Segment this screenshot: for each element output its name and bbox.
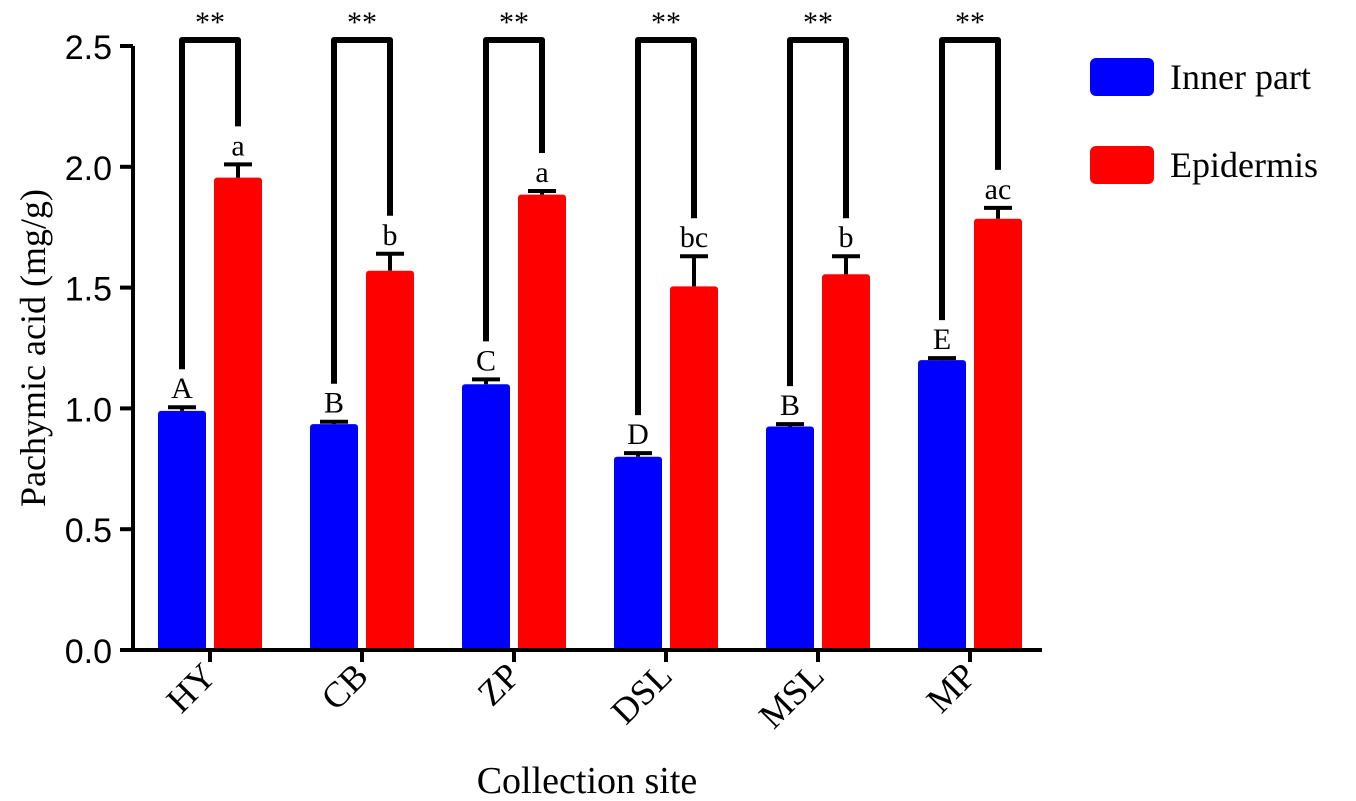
significance-letter: B bbox=[780, 389, 800, 422]
bar-inner-part bbox=[462, 384, 510, 650]
significance-letter: a bbox=[535, 156, 548, 189]
x-ticks: HY CB ZP DSL MSL MP bbox=[159, 650, 984, 736]
significance-stars: ** bbox=[955, 6, 985, 39]
y-tick-label: 0.0 bbox=[65, 633, 112, 671]
bar-inner-part bbox=[614, 456, 662, 650]
annotations: Aa ** Bb ** Ca ** Dbc ** Bb ** Eac ** bbox=[168, 6, 1012, 457]
significance-bracket bbox=[483, 37, 545, 342]
significance-letter: ac bbox=[985, 173, 1012, 206]
significance-letter: A bbox=[171, 372, 193, 405]
x-tick-label: MSL bbox=[751, 655, 832, 736]
y-tick-label: 1.0 bbox=[65, 391, 112, 429]
x-tick-label: HY bbox=[159, 655, 224, 720]
legend-label: Epidermis bbox=[1170, 145, 1318, 185]
y-tick-label: 2.5 bbox=[65, 29, 112, 67]
legend-swatch bbox=[1090, 58, 1154, 96]
x-axis-label: Collection site bbox=[477, 760, 698, 801]
significance-letter: b bbox=[839, 221, 854, 254]
significance-bracket bbox=[331, 37, 393, 384]
x-tick-label: DSL bbox=[603, 655, 679, 731]
legend-label: Inner part bbox=[1170, 57, 1311, 97]
significance-stars: ** bbox=[803, 6, 833, 39]
significance-bracket bbox=[179, 37, 241, 370]
bar-inner-part bbox=[766, 426, 814, 650]
bar-epidermis bbox=[670, 286, 718, 650]
x-tick-label: MP bbox=[919, 655, 984, 720]
significance-bracket bbox=[939, 37, 1001, 321]
bar-inner-part bbox=[918, 360, 966, 650]
bar-inner-part bbox=[158, 410, 206, 650]
significance-letter: C bbox=[476, 344, 496, 377]
significance-letter: a bbox=[231, 129, 244, 162]
y-tick-label: 2.0 bbox=[65, 150, 112, 188]
significance-stars: ** bbox=[499, 6, 529, 39]
bar-epidermis bbox=[822, 274, 870, 650]
y-tick-label: 0.5 bbox=[65, 512, 112, 550]
y-tick-label: 1.5 bbox=[65, 271, 112, 309]
significance-letter: b bbox=[383, 219, 398, 252]
significance-bracket bbox=[635, 37, 697, 416]
bar-epidermis bbox=[974, 218, 1022, 650]
significance-letter: E bbox=[933, 323, 951, 356]
x-tick-label: ZP bbox=[470, 655, 528, 713]
axes-layer bbox=[131, 46, 1042, 652]
significance-stars: ** bbox=[651, 6, 681, 39]
x-tick-label: CB bbox=[313, 655, 375, 717]
bar-epidermis bbox=[518, 194, 566, 651]
significance-letter: B bbox=[324, 387, 344, 420]
significance-letter: D bbox=[627, 418, 649, 451]
legend: Inner part Epidermis bbox=[1090, 57, 1318, 185]
significance-stars: ** bbox=[195, 6, 225, 39]
bar-epidermis bbox=[214, 177, 262, 650]
significance-letter: bc bbox=[680, 221, 708, 254]
bars-layer bbox=[158, 177, 1022, 651]
bar-inner-part bbox=[310, 424, 358, 650]
significance-stars: ** bbox=[347, 6, 377, 39]
y-ticks: 0.0 0.5 1.0 1.5 2.0 2.5 bbox=[65, 29, 133, 671]
y-axis-label: Pachymic acid (mg/g) bbox=[13, 189, 53, 507]
legend-swatch bbox=[1090, 146, 1154, 184]
significance-bracket bbox=[787, 37, 849, 387]
bar-epidermis bbox=[366, 270, 414, 650]
